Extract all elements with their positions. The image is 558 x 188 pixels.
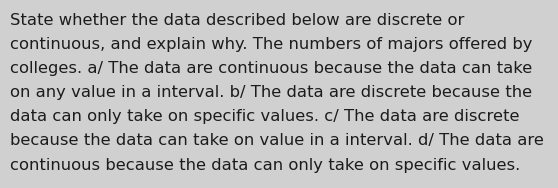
Text: continuous because the data can only take on specific values.: continuous because the data can only tak… xyxy=(10,158,520,173)
Text: on any value in a interval. b/ The data are discrete because the: on any value in a interval. b/ The data … xyxy=(10,85,532,100)
Text: State whether the data described below are discrete or: State whether the data described below a… xyxy=(10,13,464,28)
Text: because the data can take on value in a interval. d/ The data are: because the data can take on value in a … xyxy=(10,133,544,149)
Text: data can only take on specific values. c/ The data are discrete: data can only take on specific values. c… xyxy=(10,109,519,124)
Text: continuous, and explain why. The numbers of majors offered by: continuous, and explain why. The numbers… xyxy=(10,37,532,52)
Text: colleges. a/ The data are continuous because the data can take: colleges. a/ The data are continuous bec… xyxy=(10,61,532,76)
